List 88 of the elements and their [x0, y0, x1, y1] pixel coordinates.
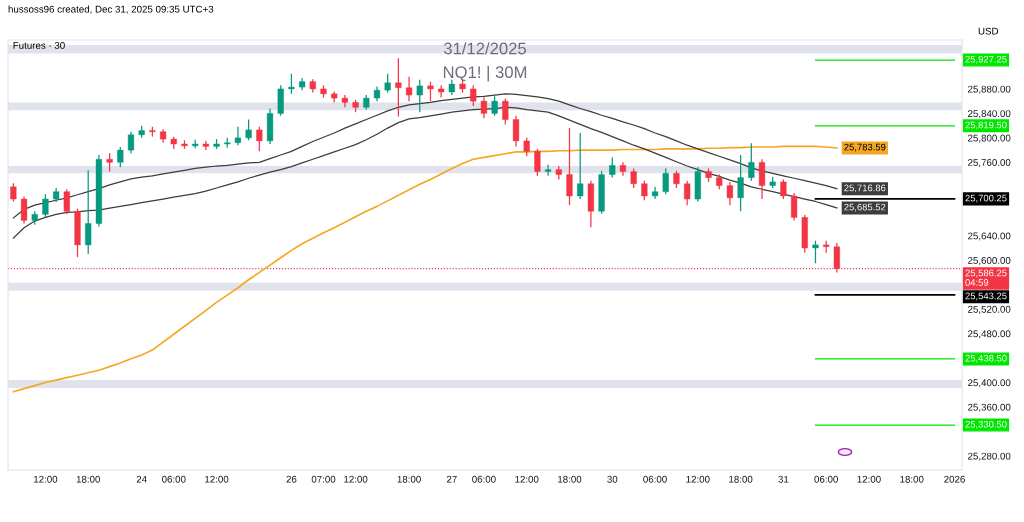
candlestick: [630, 167, 637, 189]
candlestick: [127, 131, 135, 154]
y-tick-label: 25,640.00: [968, 232, 1011, 241]
x-tick-label: 12:00: [34, 475, 58, 483]
candlestick: [641, 180, 648, 201]
y-tick-label: 25,760.00: [968, 159, 1011, 168]
candlestick: [42, 193, 49, 219]
candlestick: [534, 148, 541, 177]
x-tick-label: 12:00: [686, 475, 710, 483]
x-tick-label: 18:00: [397, 475, 421, 483]
data-label: 25,330.50: [965, 420, 1007, 429]
y-tick-label: 25,880.00: [968, 85, 1011, 94]
x-tick-label: 12:00: [344, 475, 368, 483]
candlestick: [85, 169, 92, 255]
candlestick: [405, 76, 413, 102]
candlestick: [758, 158, 766, 200]
data-label: 25,716.86: [844, 184, 886, 193]
chart-title: 31/12/2025: [443, 42, 527, 55]
x-tick-label: 12:00: [857, 475, 881, 483]
text: hussoss96 created, Dec 31, 2025 09:35 UTC+3: [8, 5, 214, 14]
candlestick: [780, 178, 787, 200]
candlestick: [502, 98, 509, 126]
y-tick-label: 25,840.00: [968, 110, 1011, 119]
x-tick-label: 31: [778, 475, 789, 483]
data-label: 25,819.50: [965, 121, 1007, 130]
y-tick-label: 25,800.00: [968, 134, 1011, 143]
data-label: 25,543.25: [965, 292, 1007, 301]
candlestick: [20, 195, 28, 225]
candlestick: [512, 115, 520, 148]
x-tick-label: 27: [446, 475, 457, 483]
candlestick: [523, 137, 530, 157]
candlestick: [234, 126, 242, 146]
candlestick: [117, 146, 124, 168]
x-tick-label: 06:00: [643, 475, 667, 483]
candlestick: [748, 142, 755, 182]
candlestick: [684, 180, 691, 206]
x-tick-label: 18:00: [900, 475, 924, 483]
x-tick-label: 12:00: [515, 475, 539, 483]
candlestick: [726, 181, 734, 206]
candlestick: [10, 182, 17, 203]
x-tick-label: 30: [607, 475, 618, 483]
y-tick-label: 25,280.00: [968, 452, 1011, 461]
candlestick: [662, 167, 669, 195]
y-tick-label: 25,480.00: [968, 330, 1011, 339]
y-tick-label: 25,400.00: [968, 379, 1011, 388]
candlestick: [427, 80, 434, 102]
x-tick-label: 07:00: [311, 475, 336, 483]
data-label: 25,783.59: [844, 143, 886, 152]
candlestick: [470, 84, 477, 107]
candlestick: [106, 152, 113, 173]
y-tick-label: 25,360.00: [968, 403, 1011, 412]
y-tick-label: 25,520.00: [968, 305, 1011, 314]
candlestick: [245, 118, 252, 141]
candlestick: [577, 132, 584, 200]
candlestick: [491, 95, 498, 117]
data-label: 25,927.25: [965, 55, 1007, 64]
candlestick: [416, 79, 423, 113]
candlestick: [63, 188, 70, 215]
x-tick-label: 06:00: [472, 475, 496, 483]
candlestick: [737, 154, 744, 212]
candlestick: [395, 57, 402, 118]
candlestick: [609, 156, 616, 179]
annotation: Futures · 30: [13, 41, 65, 49]
x-tick-label: 18:00: [76, 475, 100, 483]
x-tick-label: 18:00: [558, 475, 582, 483]
x-tick-label: 18:00: [729, 475, 753, 483]
text: NQ1! | 30M: [443, 65, 527, 82]
candlestick: [790, 192, 798, 222]
data-label: 25,685.52: [844, 203, 886, 212]
candlestick: [384, 73, 391, 94]
x-tick-label: 24: [136, 475, 147, 483]
candlestick: [202, 140, 209, 151]
x-tick-label: 06:00: [814, 475, 838, 483]
x-tick-label: 26: [286, 475, 297, 483]
y-tick-label: 25,600.00: [968, 256, 1011, 265]
candlestick: [812, 240, 819, 264]
x-tick-label: 12:00: [205, 475, 229, 483]
candlestick: [288, 73, 295, 95]
x-tick-label: 2026: [944, 475, 965, 483]
x-tick-label: 06:00: [161, 475, 186, 483]
candlestick: [256, 126, 263, 152]
data-label: 25,700.25: [965, 194, 1007, 203]
candlestick: [545, 164, 552, 177]
y-axis-title: USD: [978, 27, 999, 35]
candlestick: [566, 127, 573, 206]
data-label: 25,438.50: [965, 354, 1007, 363]
candlestick: [480, 96, 488, 119]
ref-line-label: 25,586.25 04:59: [965, 269, 1007, 286]
